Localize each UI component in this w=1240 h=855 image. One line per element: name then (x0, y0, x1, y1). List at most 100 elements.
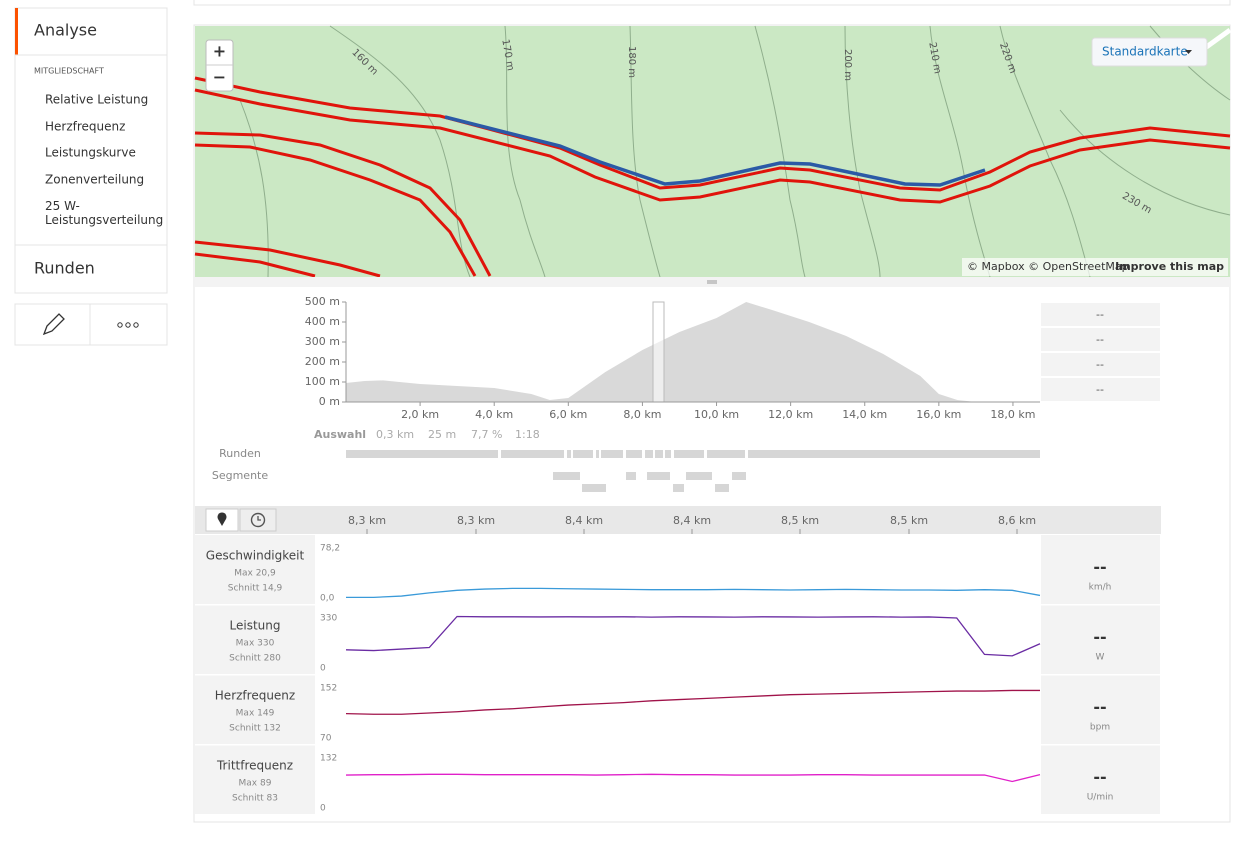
improve-link[interactable]: Improve this map (1115, 260, 1224, 273)
axis-label: 8,3 km (457, 514, 495, 527)
x-tick-label: 18,0 km (990, 408, 1035, 421)
y-tick-label: 100 m (305, 375, 340, 388)
stream-value-cell (1041, 675, 1160, 744)
contour-label: 200 m (842, 49, 853, 81)
nav-item[interactable]: Herzfrequenz (45, 120, 125, 134)
active-marker (15, 8, 18, 55)
stream-tick-label: 0 (320, 804, 326, 814)
contour-label: 170 m (499, 38, 515, 71)
x-tick-label: 12,0 km (768, 408, 813, 421)
stream-tick-label: 0,0 (320, 594, 335, 604)
stat-cell (1041, 378, 1160, 401)
attribution-box (962, 258, 1228, 276)
stream-line (345, 615, 1041, 657)
nav-analyse[interactable]: Analyse (34, 21, 97, 40)
stream-current: -- (1093, 558, 1106, 577)
stream-unit: U/min (1087, 793, 1114, 803)
axis-label: 8,5 km (890, 514, 928, 527)
selection-stats: 0,3 km 25 m 7,7 % 1:18 (376, 428, 540, 441)
stream-current: -- (1093, 768, 1106, 787)
road-minor (1203, 27, 1232, 51)
more-button[interactable] (117, 322, 139, 328)
nav-item-line: Leistungsverteilung (45, 213, 163, 227)
stream-line (345, 773, 1041, 783)
stat-value: -- (1096, 358, 1104, 371)
handle-grip (707, 280, 717, 284)
dropdown-caret (1185, 50, 1192, 54)
y-tick-label: 200 m (305, 355, 340, 368)
map-style-button[interactable] (1091, 37, 1208, 67)
stream-tick-label: 70 (320, 734, 332, 744)
map-background (195, 26, 1230, 277)
nav-item[interactable]: Leistungskurve (45, 146, 136, 160)
row-label: Segmente (212, 469, 269, 482)
top-panel (193, 0, 1231, 6)
laps-bar (346, 450, 1040, 458)
map-style-label[interactable]: Standardkarte (1102, 45, 1188, 59)
selection-value: 1:18 (515, 428, 540, 441)
stream-max: Max 149 (236, 709, 275, 719)
nav-item[interactable]: Zonenverteilung (45, 173, 144, 187)
contours (239, 25, 1231, 278)
y-tick-label: 500 m (305, 295, 340, 308)
stream-label-cell (195, 745, 315, 814)
contour-label: 180 m (626, 46, 637, 78)
x-tick-label: 16,0 km (916, 408, 961, 421)
action-bar (14, 303, 168, 346)
y-tick-label: 400 m (305, 315, 340, 328)
x-tick-label: 6,0 km (549, 408, 587, 421)
zoom-in[interactable]: + (213, 42, 226, 61)
row-label: Runden (219, 447, 261, 460)
stream-tick-label: 152 (320, 684, 337, 694)
axis-label: 8,3 km (348, 514, 386, 527)
stream-avg: Schnitt 14,9 (228, 584, 283, 594)
stream-value-cell (1041, 745, 1160, 814)
axis-label: 8,5 km (781, 514, 819, 527)
stream-name: Leistung (230, 619, 281, 633)
x-tick-label: 8,0 km (623, 408, 661, 421)
stream-tick-label: 132 (320, 754, 337, 764)
selection-value: 25 m (428, 428, 456, 441)
axis-label: 8,4 km (673, 514, 711, 527)
attribution[interactable]: © Mapbox © OpenStreetMap (967, 260, 1129, 273)
selection-highlight (652, 301, 665, 403)
y-tick-label: 0 m (319, 395, 340, 408)
stat-cell (1041, 303, 1160, 326)
contour-label: 210 m (926, 41, 942, 74)
nav-item[interactable]: Relative Leistung (45, 93, 148, 107)
stream-unit: W (1096, 653, 1105, 663)
stream-current: -- (1093, 698, 1106, 717)
resize-handle[interactable] (195, 277, 1230, 287)
stat-value: -- (1096, 383, 1104, 396)
stream-max: Max 330 (236, 639, 275, 649)
axis-label: 8,6 km (998, 514, 1036, 527)
nav-item-line: 25 W- (45, 199, 80, 213)
axis-label: 8,4 km (565, 514, 603, 527)
x-tick-label: 10,0 km (694, 408, 739, 421)
stat-cell (1041, 328, 1160, 351)
stream-line (345, 689, 1040, 715)
x-tick-label: 4,0 km (475, 408, 513, 421)
section-label: MITGLIEDSCHAFT (34, 67, 104, 76)
edit-button[interactable] (42, 313, 65, 336)
zoom-out[interactable]: − (213, 68, 226, 87)
stream-tick-label: 0 (320, 664, 326, 674)
stream-name: Geschwindigkeit (206, 549, 305, 563)
stream-value-cell (1041, 605, 1160, 674)
selection-value: 0,3 km (376, 428, 414, 441)
y-tick-label: 300 m (305, 335, 340, 348)
nav-item[interactable]: 25 W-Leistungsverteilung (45, 199, 163, 227)
streams: 8,3 km 8,3 km 8,4 km 8,4 km 8,5 km 8,5 km 8,6 … (195, 514, 1160, 814)
selected-route (444, 115, 986, 187)
nav-laps[interactable]: Runden (34, 259, 95, 278)
stream-value-cell (1041, 535, 1160, 604)
selection-value: 7,7 % (471, 428, 502, 441)
stream-line (346, 587, 1041, 599)
stat-cell (1041, 353, 1160, 376)
stream-label-cell (195, 675, 315, 744)
nav-list: Relative Leistung Herzfrequenz Leistungsku… (45, 93, 163, 227)
stream-name: Trittfrequenz (216, 759, 293, 773)
